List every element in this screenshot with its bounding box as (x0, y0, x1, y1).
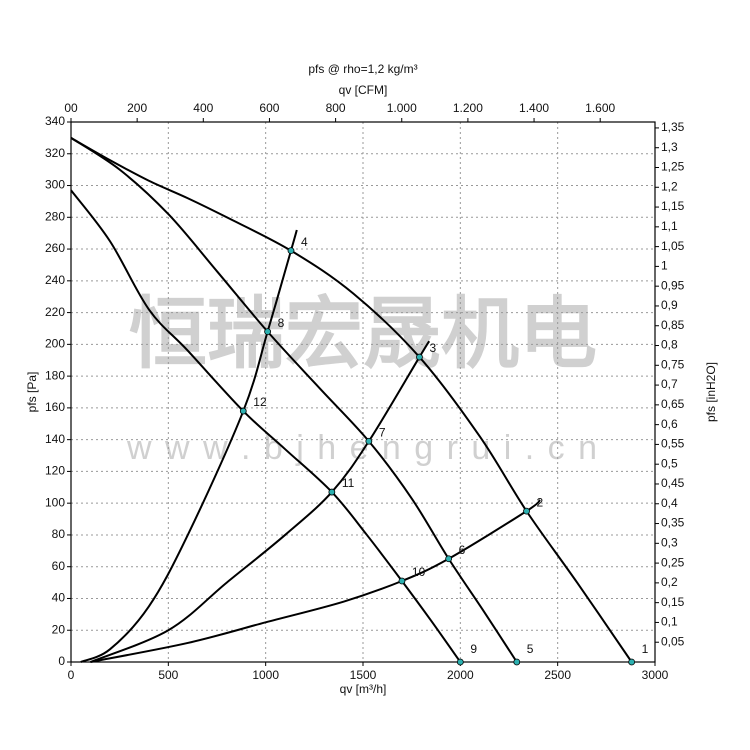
x-tick-label: 1000 (252, 668, 279, 682)
operating-point (287, 247, 295, 255)
curve (90, 499, 541, 663)
x-tick-label: 3000 (642, 668, 669, 682)
x2-tick-label: 00 (64, 101, 78, 115)
x-tick-label: 2000 (447, 668, 474, 682)
y2-tick-label: 1,25 (661, 160, 685, 174)
y-tick-label: 240 (45, 273, 65, 287)
y2-tick-label: 0,6 (661, 417, 678, 431)
y2-tick-label: 0,45 (661, 476, 685, 490)
x2-tick-label: 1.200 (453, 101, 483, 115)
point-label: 10 (412, 565, 426, 579)
y2-tick-label: 1,2 (661, 179, 678, 193)
curve (70, 189, 462, 663)
operating-point (445, 555, 453, 563)
point-label: 9 (470, 642, 477, 656)
y2-tick-label: 0,9 (661, 298, 678, 312)
operating-point (398, 577, 406, 585)
y2-tick-label: 0,85 (661, 318, 685, 332)
y2-tick-label: 1 (661, 259, 668, 273)
y2-tick-label: 0,25 (661, 555, 685, 569)
y-tick-label: 320 (45, 146, 65, 160)
y-tick-label: 160 (45, 400, 65, 414)
y2-tick-label: 0,1 (661, 615, 678, 629)
operating-point (264, 328, 272, 336)
curve (80, 229, 298, 663)
y2-tick-label: 0,8 (661, 338, 678, 352)
y-tick-label: 80 (52, 527, 66, 541)
operating-point (523, 507, 530, 515)
x2-tick-label: 1.400 (519, 101, 549, 115)
y2-tick-label: 0,35 (661, 516, 685, 530)
point-label: 4 (301, 235, 308, 249)
point-label: 12 (253, 395, 267, 409)
y2-tick-label: 0,55 (661, 437, 685, 451)
point-label: 2 (537, 495, 544, 509)
watermark-url: w w w . b j h e n g r u i . c n (126, 429, 599, 467)
y-tick-label: 100 (45, 495, 65, 509)
point-label: 8 (278, 316, 285, 330)
y-tick-label: 140 (45, 432, 65, 446)
y2-axis-title: pfs [inH2O] (704, 362, 718, 422)
y-axis-title: pfs [Pa] (25, 372, 39, 413)
x-tick-label: 500 (158, 668, 178, 682)
x2-tick-label: 1.000 (387, 101, 417, 115)
y-tick-label: 200 (45, 337, 65, 351)
x-tick-label: 1500 (350, 668, 377, 682)
curve (70, 137, 518, 663)
y2-tick-label: 0,95 (661, 278, 685, 292)
curve (90, 340, 431, 663)
y-tick-label: 260 (45, 241, 65, 255)
x2-axis-title: qv [CFM] (339, 83, 388, 97)
x2-tick-label: 800 (326, 101, 346, 115)
y2-tick-label: 1,15 (661, 199, 685, 213)
x-tick-label: 2500 (544, 668, 571, 682)
y2-tick-label: 0,65 (661, 397, 685, 411)
chart-title: pfs @ rho=1,2 kg/m³ (308, 62, 417, 76)
x-axis-title: qv [m³/h] (340, 682, 387, 696)
operating-point (365, 437, 373, 445)
y-tick-label: 340 (45, 114, 65, 128)
operating-point (416, 353, 423, 361)
y-tick-label: 0 (58, 654, 65, 668)
y2-tick-label: 0,2 (661, 575, 678, 589)
y2-tick-label: 0,75 (661, 357, 685, 371)
point-label: 5 (527, 642, 534, 656)
x2-tick-label: 600 (259, 101, 279, 115)
operating-point (239, 407, 247, 415)
operating-point (456, 658, 464, 666)
point-label: 6 (459, 543, 466, 557)
y-tick-label: 180 (45, 368, 65, 382)
curve (70, 137, 633, 663)
y2-tick-label: 0,7 (661, 377, 678, 391)
y-tick-label: 40 (52, 591, 66, 605)
watermark: 恒瑞宏晟机电 (129, 290, 597, 378)
y-tick-label: 120 (45, 464, 65, 478)
y-tick-label: 20 (52, 622, 66, 636)
x2-tick-label: 400 (193, 101, 213, 115)
y2-tick-label: 0,15 (661, 595, 685, 609)
y2-tick-label: 1,05 (661, 239, 685, 253)
y2-tick-label: 1,3 (661, 140, 678, 154)
x-tick-label: 0 (68, 668, 75, 682)
point-label: 11 (342, 476, 355, 490)
y-tick-label: 220 (45, 305, 65, 319)
point-label: 3 (429, 341, 436, 355)
y2-tick-label: 0,3 (661, 535, 678, 549)
operating-point (513, 658, 521, 666)
point-label: 1 (642, 642, 649, 656)
y2-tick-label: 1,1 (661, 219, 678, 233)
point-label: 7 (379, 425, 386, 439)
y-tick-label: 60 (52, 559, 66, 573)
y2-tick-label: 0,05 (661, 634, 685, 648)
x2-tick-label: 200 (127, 101, 147, 115)
y2-tick-label: 1,35 (661, 120, 685, 134)
operating-point (628, 658, 636, 666)
y-tick-label: 280 (45, 209, 65, 223)
y2-tick-label: 0,5 (661, 456, 678, 470)
y2-tick-label: 0,4 (661, 496, 678, 510)
operating-point (328, 488, 336, 496)
y-tick-label: 300 (45, 178, 65, 192)
x2-tick-label: 1.600 (585, 101, 615, 115)
